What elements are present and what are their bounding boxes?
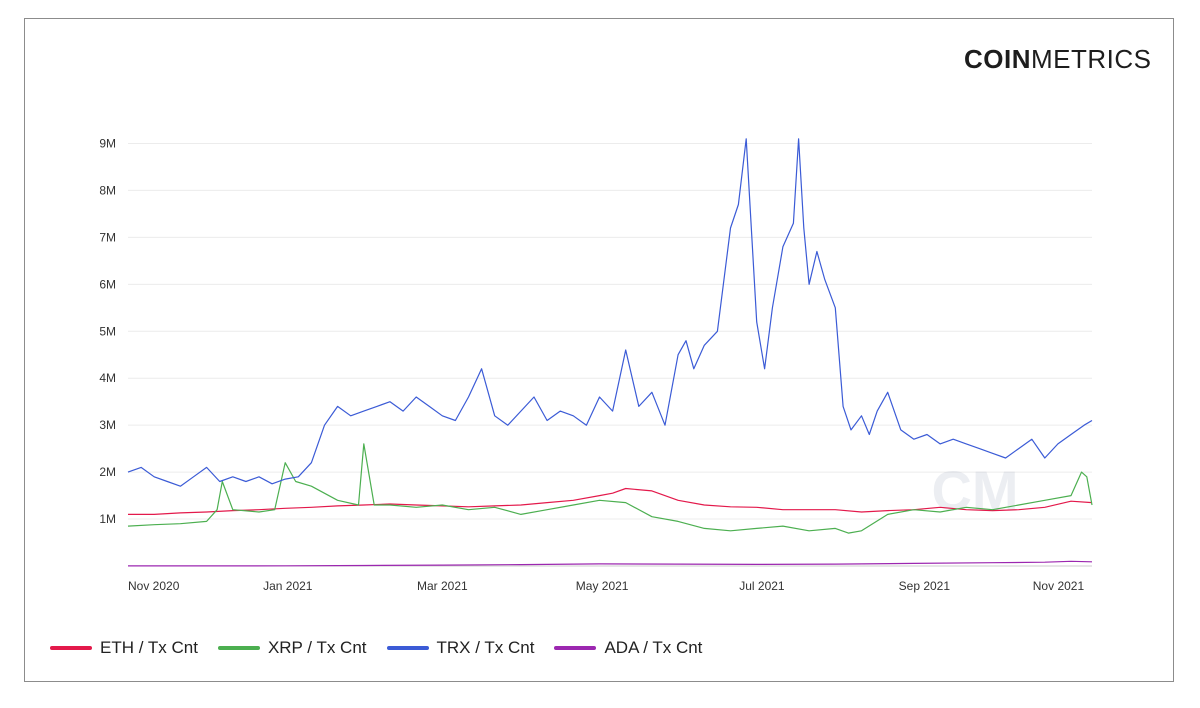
- chart-series: [127, 138, 1093, 567]
- y-tick-label: 5M: [99, 324, 116, 338]
- logo-bold-text: COIN: [964, 44, 1031, 74]
- legend-item-eth[interactable]: ETH / Tx Cnt: [50, 638, 198, 658]
- x-tick-label: Jul 2021: [739, 579, 785, 593]
- chart-frame: [24, 18, 1174, 682]
- y-tick-label: 2M: [99, 465, 116, 479]
- y-tick-label: 7M: [99, 230, 116, 244]
- coinmetrics-logo: COINMETRICS: [964, 44, 1152, 75]
- legend-label: ADA / Tx Cnt: [604, 638, 703, 657]
- y-tick-label: 4M: [99, 371, 116, 385]
- x-tick-label: May 2021: [576, 579, 629, 593]
- series-line-xrp: [127, 443, 1093, 534]
- series-line-eth: [128, 487, 1093, 516]
- legend-label: ETH / Tx Cnt: [100, 638, 198, 657]
- chart-legend: ETH / Tx Cnt XRP / Tx Cnt TRX / Tx Cnt ADA …: [50, 638, 722, 658]
- chart-gridlines: [128, 142, 1092, 567]
- legend-label: TRX / Tx Cnt: [436, 638, 535, 657]
- legend-swatch: [554, 646, 597, 650]
- logo-light-text: METRICS: [1031, 44, 1152, 74]
- y-tick-label: 6M: [99, 277, 116, 291]
- legend-label: XRP / Tx Cnt: [267, 638, 367, 657]
- cm-watermark: CM: [931, 459, 1018, 522]
- legend-item-ada[interactable]: ADA / Tx Cnt: [554, 638, 702, 658]
- x-tick-label: Mar 2021: [417, 579, 468, 593]
- series-line-ada: [128, 560, 1093, 567]
- legend-swatch: [217, 646, 260, 650]
- y-tick-label: 3M: [99, 418, 116, 432]
- series-line-trx: [127, 138, 1093, 487]
- x-tick-label: Jan 2021: [263, 579, 313, 593]
- legend-item-xrp[interactable]: XRP / Tx Cnt: [217, 638, 367, 658]
- y-tick-label: 1M: [99, 512, 116, 526]
- x-tick-label: Nov 2020: [128, 579, 180, 593]
- x-axis: Nov 2020 Jan 2021 Mar 2021 May 2021 Jul 2021…: [128, 579, 1084, 593]
- legend-swatch: [386, 646, 429, 650]
- y-tick-label: 9M: [99, 136, 116, 150]
- legend-swatch: [50, 646, 92, 650]
- y-tick-label: 8M: [99, 183, 116, 197]
- y-axis: 1M 2M 3M 4M 5M 6M 7M 8M 9M: [99, 136, 116, 526]
- legend-item-trx[interactable]: TRX / Tx Cnt: [386, 638, 535, 658]
- x-tick-label: Sep 2021: [899, 579, 951, 593]
- x-tick-label: Nov 2021: [1033, 579, 1085, 593]
- svg-text:CM: CM: [931, 459, 1018, 522]
